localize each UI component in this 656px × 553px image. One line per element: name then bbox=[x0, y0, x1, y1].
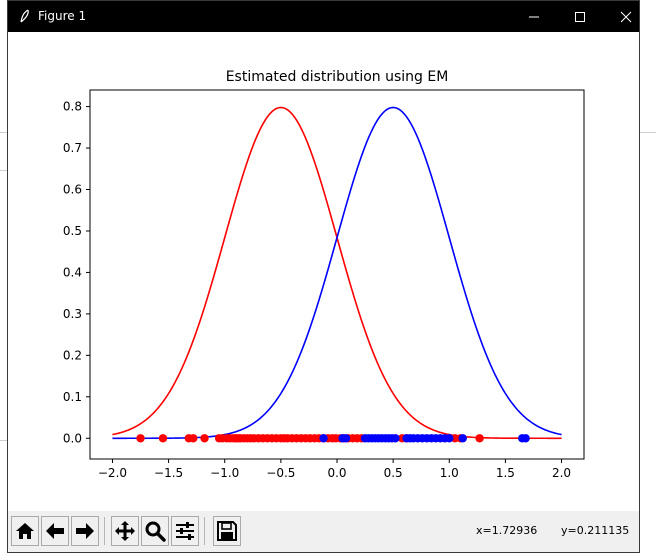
zoom-button[interactable] bbox=[141, 516, 169, 546]
x-tick-label: 2.0 bbox=[552, 466, 571, 480]
move-icon bbox=[115, 521, 135, 541]
maximize-icon bbox=[575, 11, 585, 22]
configure-subplots-button[interactable] bbox=[171, 516, 199, 546]
close-icon bbox=[620, 11, 632, 22]
arrow-right-icon bbox=[76, 523, 94, 539]
toolbar-separator bbox=[204, 517, 205, 545]
navigation-toolbar: x=1.72936 y=0.211135 bbox=[8, 511, 639, 552]
forward-button[interactable] bbox=[71, 516, 99, 546]
minimize-button[interactable] bbox=[511, 1, 557, 32]
home-button[interactable] bbox=[11, 516, 39, 546]
background-divider bbox=[640, 132, 656, 133]
x-tick-label: −0.5 bbox=[266, 466, 295, 480]
title-bar[interactable]: Figure 1 bbox=[8, 1, 639, 32]
home-icon bbox=[16, 523, 34, 539]
scatter-point bbox=[475, 434, 484, 443]
window-title: Figure 1 bbox=[38, 9, 87, 23]
scatter-point bbox=[341, 434, 351, 443]
y-tick-label: 0.1 bbox=[63, 390, 82, 404]
toolbar-separator bbox=[104, 517, 105, 545]
maximize-button[interactable] bbox=[557, 1, 603, 32]
feather-icon bbox=[20, 9, 29, 23]
scatter-point bbox=[189, 434, 198, 443]
y-tick-label: 0.3 bbox=[63, 307, 82, 321]
x-tick-label: −2.0 bbox=[98, 466, 127, 480]
y-tick-label: 0.7 bbox=[63, 141, 82, 155]
axes-frame bbox=[89, 89, 585, 460]
y-tick-label: 0.8 bbox=[63, 100, 82, 114]
y-tick-label: 0.5 bbox=[63, 224, 82, 238]
chart: Estimated distribution using EM −2.0 −1.5… bbox=[63, 69, 585, 480]
background-divider bbox=[0, 132, 7, 133]
scatter-point bbox=[200, 434, 209, 443]
arrow-left-icon bbox=[46, 523, 64, 539]
x-tick-label: 1.0 bbox=[440, 466, 459, 480]
figure-window: Figure 1 Estimated distribution using EM… bbox=[7, 0, 640, 553]
scatter-point bbox=[445, 434, 454, 443]
close-button[interactable] bbox=[603, 1, 649, 32]
figure-canvas[interactable]: Estimated distribution using EM −2.0 −1.5… bbox=[8, 32, 639, 511]
chart-title: Estimated distribution using EM bbox=[226, 69, 449, 85]
sliders-icon bbox=[176, 522, 194, 540]
floppy-disk-icon bbox=[217, 521, 237, 541]
x-tick-label: −1.5 bbox=[154, 466, 183, 480]
scatter-point bbox=[391, 434, 400, 443]
y-tick-label: 0.4 bbox=[63, 265, 82, 279]
scatter-point bbox=[521, 434, 530, 443]
y-tick-label: 0.6 bbox=[63, 183, 82, 197]
cursor-x-readout: x=1.72936 bbox=[476, 524, 538, 537]
cursor-y-readout: y=0.211135 bbox=[561, 524, 630, 537]
y-tick-label: 0.0 bbox=[63, 431, 82, 445]
scatter-point bbox=[158, 434, 168, 443]
x-tick-label: −1.0 bbox=[210, 466, 239, 480]
scatter-point bbox=[136, 434, 145, 443]
minimize-icon bbox=[529, 16, 539, 17]
magnifier-icon bbox=[145, 521, 166, 542]
pan-button[interactable] bbox=[111, 516, 139, 546]
scatter-point bbox=[458, 434, 467, 443]
x-tick-label: 0.0 bbox=[327, 466, 346, 480]
scatter-point bbox=[319, 434, 328, 443]
save-button[interactable] bbox=[213, 516, 241, 546]
x-tick-label: 1.5 bbox=[496, 466, 515, 480]
x-tick-label: 0.5 bbox=[384, 466, 403, 480]
y-tick-label: 0.2 bbox=[63, 348, 82, 362]
back-button[interactable] bbox=[41, 516, 69, 546]
background-divider bbox=[0, 440, 7, 441]
background-divider bbox=[0, 170, 7, 171]
